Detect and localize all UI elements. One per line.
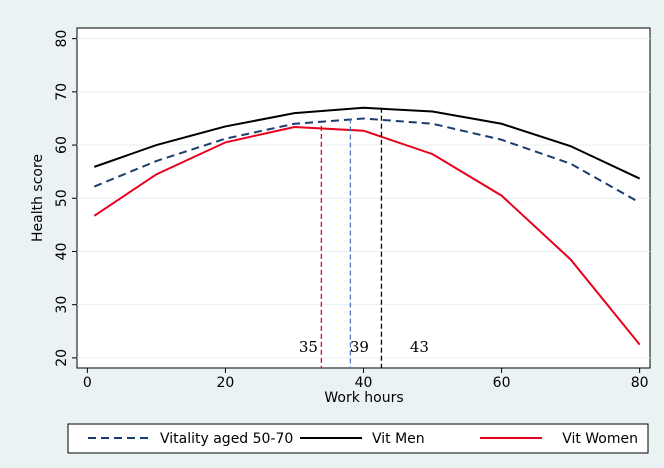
- x-tick-label: 80: [631, 375, 649, 391]
- legend-label: Vit Women: [562, 431, 638, 447]
- x-tick-label: 0: [83, 375, 92, 391]
- series-line: [93, 117, 641, 204]
- y-tick-label: 70: [54, 83, 70, 101]
- series-line: [93, 106, 641, 180]
- legend-label: Vitality aged 50-70: [160, 431, 293, 447]
- y-tick-label: 80: [54, 30, 70, 48]
- y-tick-label: 30: [54, 296, 70, 314]
- annotation-label: 35: [299, 338, 318, 356]
- y-tick-label: 60: [54, 136, 70, 154]
- y-axis-label: Health score: [30, 154, 46, 242]
- y-tick-label: 40: [54, 243, 70, 261]
- y-tick-label: 50: [54, 189, 70, 207]
- series-line: [93, 125, 641, 346]
- y-tick-label: 20: [54, 349, 70, 367]
- x-tick-label: 20: [217, 375, 235, 391]
- x-axis-label: Work hours: [324, 390, 403, 406]
- x-tick-label: 60: [493, 375, 511, 391]
- x-tick-label: 40: [355, 375, 373, 391]
- legend-label: Vit Men: [372, 431, 425, 447]
- annotation-label: 43: [410, 338, 429, 356]
- annotation-label: 39: [350, 338, 369, 356]
